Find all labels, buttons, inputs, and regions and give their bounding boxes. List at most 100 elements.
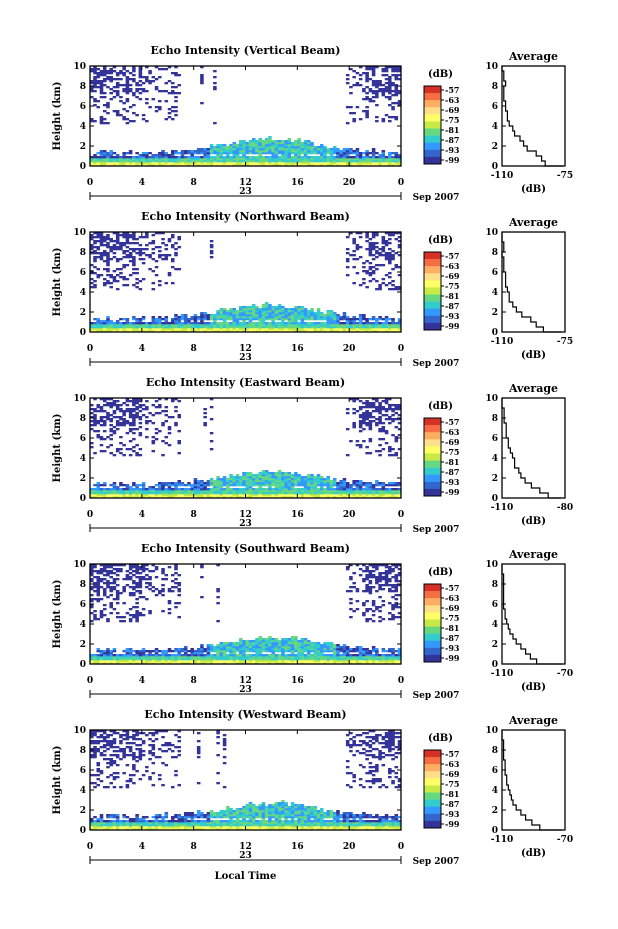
heatmap-cell [119,258,123,261]
heatmap-cell [164,406,169,409]
heatmap-cell [203,488,207,491]
heatmap-cell [119,162,123,165]
heatmap-cell [381,324,386,327]
heatmap-cell [190,330,194,333]
average-y-tick-label: 6 [492,268,498,278]
heatmap-cell [209,322,214,325]
heatmap-cell [242,662,246,665]
heatmap-cell [294,496,298,499]
heatmap-cell [209,440,214,443]
heatmap-cell [375,242,379,245]
heatmap-cell [122,454,126,457]
heatmap-cell [203,318,207,321]
heatmap-cell [219,482,224,485]
heatmap-cell [339,150,343,153]
heatmap-cell [381,318,386,321]
heatmap-cell [177,656,182,659]
heatmap-cell [261,646,266,649]
heatmap-cell [145,656,149,659]
heatmap-cell [242,148,246,151]
heatmap-cell [248,148,253,151]
heatmap-cell [245,474,250,477]
heatmap-cell [151,322,156,325]
heatmap-cell [106,234,110,237]
heatmap-cell [274,316,279,319]
heatmap-cell [287,148,292,151]
heatmap-cell [138,398,143,401]
heatmap-cell [180,154,185,157]
heatmap-cell [90,598,94,601]
heatmap-cell [274,158,279,161]
heatmap-cell [219,324,224,327]
heatmap-cell [106,580,110,583]
heatmap-cell [294,156,298,159]
heatmap-cell [141,278,146,281]
heatmap-cell [138,280,143,283]
heatmap-cell [326,160,331,163]
heatmap-cell [196,486,201,489]
heatmap-cell [164,258,169,261]
heatmap-cell [287,492,292,495]
heatmap-cell [219,310,224,313]
heatmap-cell [213,122,217,125]
heatmap-cell [239,658,243,661]
heatmap-cell [242,650,246,653]
heatmap-cell [154,650,159,653]
heatmap-cell [277,484,282,487]
heatmap-cell [115,406,120,409]
heatmap-cell [213,82,217,85]
heatmap-cell [271,480,275,483]
heatmap-cell [122,422,126,425]
heatmap-cell [332,488,337,491]
heatmap-cell [119,442,123,445]
heatmap-cell [161,232,165,235]
heatmap-cell [132,404,136,407]
heatmap-cell [235,156,240,159]
heatmap-cell [161,90,165,93]
heatmap-cell [145,490,149,493]
heatmap-cell [336,324,340,327]
colorbar-segment [424,439,441,447]
heatmap-cell [320,488,324,491]
heatmap-cell [90,120,94,123]
heatmap-cell [106,270,110,273]
heatmap-cell [216,152,220,155]
heatmap-cell [255,660,259,663]
heatmap-cell [102,96,107,99]
heatmap-cell [200,326,204,329]
heatmap-cell [371,152,376,155]
heatmap-cell [261,164,266,167]
heatmap-cell [148,160,152,163]
heatmap-cell [96,496,101,499]
heatmap-cell [316,158,321,161]
heatmap-cell [96,422,101,425]
heatmap-cell [303,322,308,325]
heatmap-cell [174,566,178,569]
heatmap-cell [371,100,376,103]
heatmap-cell [268,642,272,645]
heatmap-cell [206,494,211,497]
heatmap-cell [128,658,133,661]
x-tick-label: 12 [239,510,252,520]
heatmap-cell [271,644,275,647]
heatmap-cell [148,156,152,159]
heatmap-cell [158,404,162,407]
heatmap-cell [397,244,402,247]
heatmap-cell [161,156,165,159]
heatmap-cell [196,484,201,487]
heatmap-cell [232,150,237,153]
heatmap-cell [358,492,363,495]
heatmap-cell [161,572,165,575]
heatmap-cell [281,644,285,647]
heatmap-cell [394,158,399,161]
heatmap-cell [397,414,402,417]
heatmap-cell [145,660,149,663]
heatmap-cell [378,406,382,409]
heatmap-cell [122,330,126,333]
heatmap-cell [300,306,305,309]
panel-title: Echo Intensity (Vertical Beam) [150,44,340,57]
heatmap-cell [164,82,169,85]
heatmap-cell [196,496,201,499]
heatmap-cell [375,324,379,327]
heatmap-cell [200,656,204,659]
